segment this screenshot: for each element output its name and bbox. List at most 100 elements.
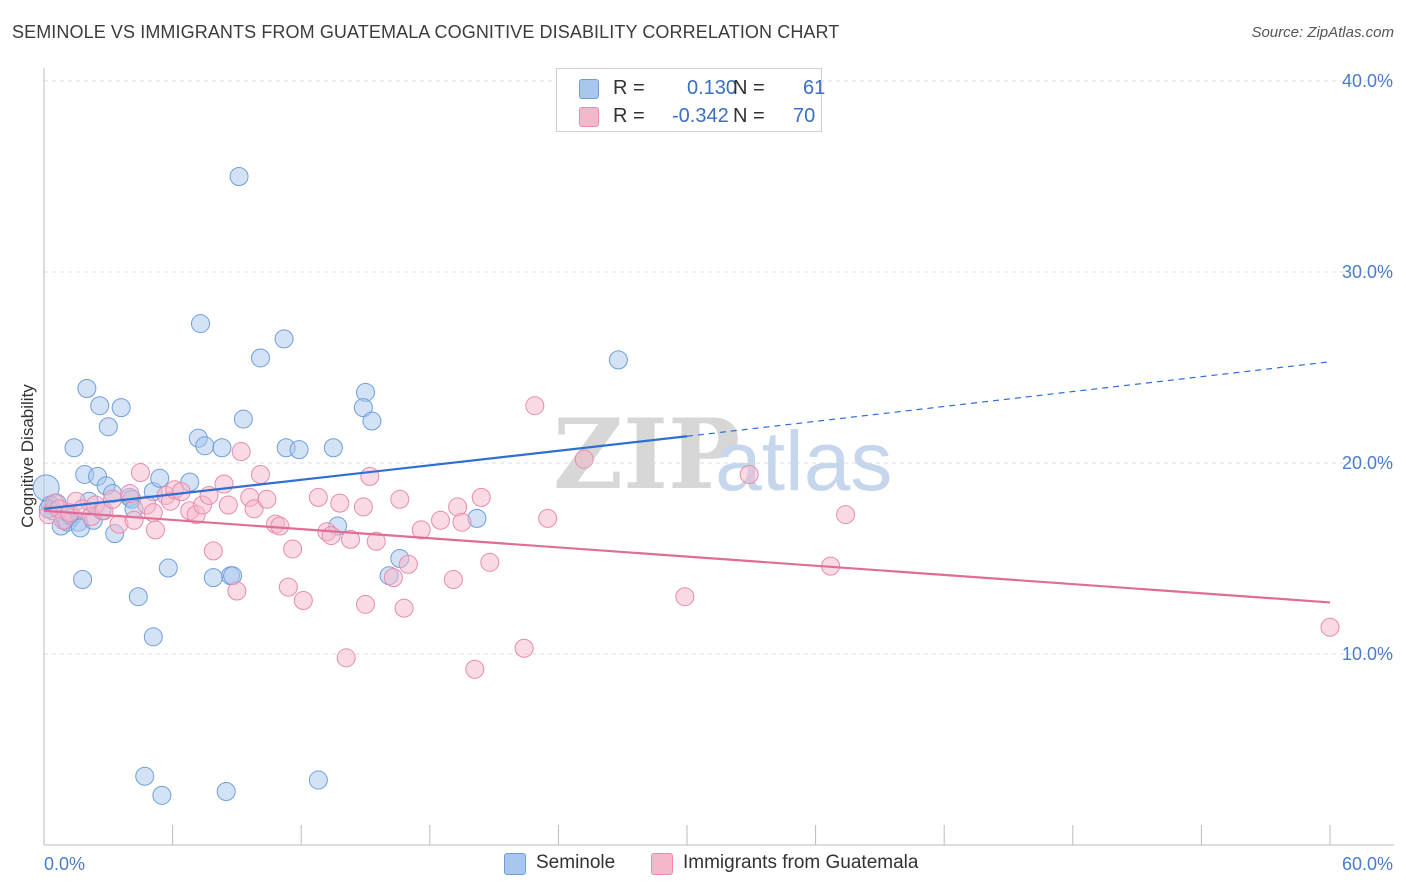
seminole-point (233, 409, 253, 429)
guatemala-point (336, 648, 356, 668)
seminole-point (274, 329, 294, 349)
guatemala-point (356, 594, 375, 614)
seminole-trend-line (43, 435, 688, 510)
stats-n-value: 70 (793, 105, 816, 127)
seminole-point (143, 627, 163, 647)
stats-n-value: 61 (803, 77, 826, 99)
seminole-point (323, 438, 343, 458)
seminole-point (128, 587, 148, 607)
guatemala-point (340, 529, 360, 549)
seminole-point (608, 350, 628, 370)
guatemala-point (1320, 617, 1340, 637)
stats-swatch-guatemala (579, 107, 599, 127)
guatemala-point (514, 638, 534, 658)
guatemala-point (353, 497, 373, 517)
guatemala-trend-line (43, 509, 1331, 604)
stats-r-label: R = (613, 77, 645, 99)
seminole-point (362, 411, 382, 431)
stats-r-value: -0.342 (672, 105, 729, 127)
legend-label-seminole: Seminole (536, 852, 616, 873)
guatemala-point (330, 493, 350, 513)
guatemala-point (836, 505, 856, 525)
guatemala-point (145, 520, 165, 540)
stats-swatch-seminole (579, 79, 599, 99)
guatemala-point (443, 570, 463, 590)
guatemala-point (321, 526, 341, 546)
y-tick-label: 40.0% (1342, 71, 1393, 91)
watermark-atlas: atlas (715, 414, 892, 508)
guatemala-point (283, 539, 303, 559)
watermark: ZIP atlas (553, 398, 892, 511)
legend-swatch-seminole (504, 853, 526, 875)
guatemala-point (218, 495, 238, 515)
seminole-point (203, 568, 223, 588)
seminole-point (229, 167, 249, 186)
guatemala-point (278, 577, 298, 597)
seminole-point (135, 766, 155, 786)
guatemala-point (257, 489, 277, 509)
trend-lines (43, 361, 1331, 604)
seminole-point (158, 558, 178, 578)
guatemala-point (293, 591, 313, 611)
guatemala-point (431, 510, 451, 530)
seminole-point (308, 770, 328, 790)
seminole-point (190, 314, 210, 334)
axes (43, 68, 1394, 846)
seminole-point (216, 782, 236, 802)
guatemala-point (525, 396, 545, 416)
guatemala-point (480, 552, 500, 572)
guatemala-point (308, 487, 328, 507)
guatemala-point (394, 598, 414, 618)
guatemala-point (203, 541, 223, 561)
seminole-point (73, 570, 93, 590)
stats-r-value: 0.130 (687, 77, 738, 99)
guatemala-point (398, 554, 418, 574)
guatemala-point (360, 466, 380, 486)
seminole-point (152, 785, 172, 805)
guatemala-point (227, 581, 247, 601)
guatemala-point (366, 531, 386, 551)
guatemala-point (124, 510, 144, 530)
guatemala-point (383, 568, 403, 588)
tick-labels: 10.0% 20.0% 30.0% 40.0% 0.0% 60.0% (44, 71, 1393, 874)
y-tick-label: 30.0% (1342, 262, 1393, 282)
guatemala-point (231, 442, 251, 462)
stats-n-label: N = (733, 77, 765, 99)
seminole-point (64, 438, 84, 458)
guatemala-point (130, 463, 150, 483)
guatemala-point (739, 464, 759, 484)
stats-box: R = 0.130 N = 61 R = -0.342 N = 70 (556, 68, 826, 132)
guatemala-point (390, 489, 410, 509)
seminole-point (90, 396, 110, 416)
guatemala-point (244, 499, 264, 519)
legend-label-guatemala: Immigrants from Guatemala (683, 852, 919, 873)
x-tick-label: 0.0% (44, 854, 85, 874)
guatemala-point (574, 449, 594, 469)
seminole-point (111, 398, 131, 418)
data-points (32, 167, 1340, 805)
seminole-point (212, 438, 232, 458)
seminole-point (98, 417, 118, 437)
seminole-point (77, 379, 97, 399)
seminole-point (289, 440, 309, 460)
grid-lines (44, 80, 1394, 655)
guatemala-point (250, 464, 270, 484)
guatemala-point (411, 520, 431, 540)
y-tick-label: 20.0% (1342, 453, 1393, 473)
guatemala-point (538, 508, 558, 528)
seminole-point (250, 348, 270, 368)
legend-swatch-guatemala (651, 853, 673, 875)
x-tick-label: 60.0% (1342, 854, 1393, 874)
guatemala-point (452, 512, 472, 532)
guatemala-point (675, 587, 695, 607)
seminole-trend-extension (686, 361, 1331, 437)
y-tick-label: 10.0% (1342, 644, 1393, 664)
seminole-point (150, 468, 170, 488)
stats-n-label: N = (733, 105, 765, 127)
chart-title: SEMINOLE VS IMMIGRANTS FROM GUATEMALA CO… (12, 22, 840, 42)
seminole-point (195, 436, 215, 456)
stats-r-label: R = (613, 105, 645, 127)
guatemala-point (465, 659, 485, 679)
source-label: Source: ZipAtlas.com (1251, 24, 1394, 41)
